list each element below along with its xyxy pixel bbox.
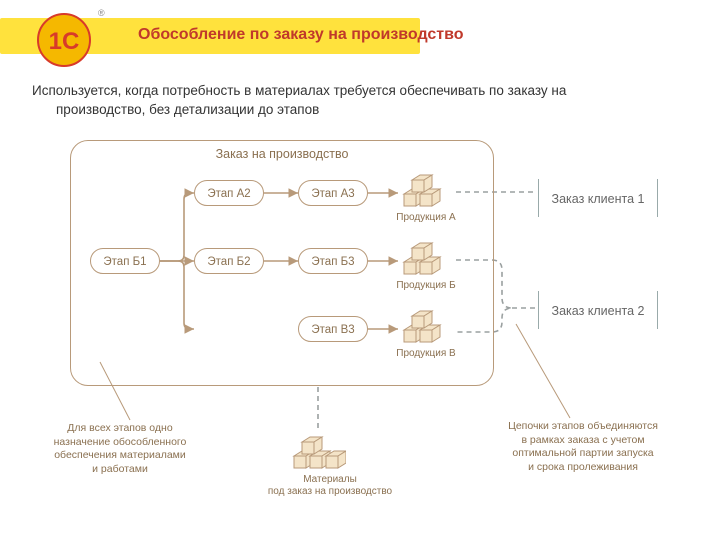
callout-right-l4: и срока пролеживания	[528, 461, 638, 473]
callout-right-l3: оптимальной партии запуска	[512, 447, 653, 459]
page-title: Обособление по заказу на производство	[138, 26, 464, 44]
stage-b1: Этап Б1	[90, 248, 160, 274]
product-a-icon	[400, 168, 448, 208]
page-subtitle: Используется, когда потребность в матери…	[32, 82, 672, 120]
materials-icon	[290, 428, 338, 468]
callout-left: Для всех этапов одно назначение обособле…	[40, 422, 200, 477]
materials-label-1: Материалы	[270, 474, 390, 485]
product-a-label: Продукция А	[386, 212, 466, 223]
diagram-container: Заказ на производство Этап Б1 Этап А2 Эт…	[70, 140, 670, 520]
subtitle-line2: производство, без детализации до этапов	[56, 101, 672, 120]
callout-left-l2: назначение обособленного	[54, 436, 187, 448]
registered-mark: ®	[98, 8, 105, 18]
production-order-label: Заказ на производство	[71, 147, 493, 161]
callout-right: Цепочки этапов объединяются в рамках зак…	[498, 420, 668, 475]
product-b-label: Продукция Б	[386, 280, 466, 291]
subtitle-line1: Используется, когда потребность в матери…	[32, 83, 566, 98]
logo-1c: 1C	[34, 10, 94, 70]
callout-left-l3: обеспечения материалами	[54, 449, 186, 461]
materials-label-2: под заказ на производство	[250, 486, 410, 497]
client-order-1: Заказ клиента 1	[538, 176, 658, 220]
svg-text:1C: 1C	[49, 28, 80, 55]
callout-right-l1: Цепочки этапов объединяются	[508, 420, 658, 432]
client-order-2: Заказ клиента 2	[538, 288, 658, 332]
product-v-icon	[400, 304, 448, 344]
callout-right-l2: в рамках заказа с учетом	[521, 434, 644, 446]
product-b-icon	[400, 236, 448, 276]
callout-left-l1: Для всех этапов одно	[67, 422, 172, 434]
stage-b3: Этап Б3	[298, 248, 368, 274]
callout-left-l4: и работами	[92, 463, 148, 475]
stage-v3: Этап В3	[298, 316, 368, 342]
stage-b2: Этап Б2	[194, 248, 264, 274]
product-v-label: Продукция В	[386, 348, 466, 359]
stage-a2: Этап А2	[194, 180, 264, 206]
stage-a3: Этап А3	[298, 180, 368, 206]
